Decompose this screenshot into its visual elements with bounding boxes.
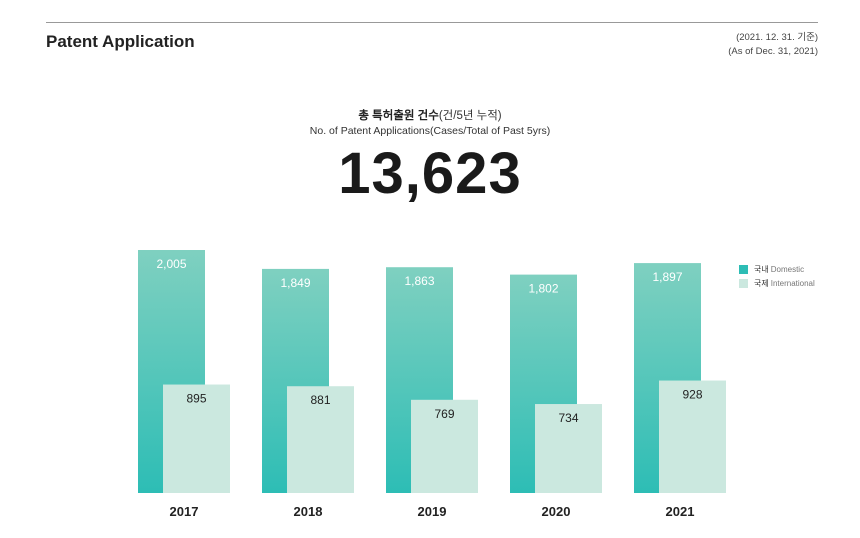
x-tick-label: 2017 [170,504,199,519]
data-label-international: 769 [434,407,454,421]
legend-label-en: International [771,279,815,288]
legend-item-international: 국제International [739,276,815,290]
data-label-international: 734 [558,411,578,425]
data-label-international: 881 [310,393,330,407]
data-label-domestic: 1,849 [280,276,310,290]
x-tick-label: 2020 [542,504,571,519]
data-label-domestic: 1,897 [652,270,682,284]
legend-label-ko: 국제 [754,278,769,289]
data-label-domestic: 2,005 [156,257,186,271]
x-tick-label: 2018 [294,504,323,519]
legend: 국내Domestic 국제International [739,262,815,290]
x-tick-label: 2021 [666,504,695,519]
legend-item-domestic: 국내Domestic [739,262,815,276]
data-label-domestic: 1,863 [404,274,434,288]
legend-label-en: Domestic [771,265,804,274]
legend-swatch-domestic [739,265,748,274]
x-tick-label: 2019 [418,504,447,519]
data-label-domestic: 1,802 [528,282,558,296]
data-label-international: 895 [186,392,206,406]
legend-swatch-international [739,279,748,288]
data-label-international: 928 [682,388,702,402]
legend-label-ko: 국내 [754,264,769,275]
